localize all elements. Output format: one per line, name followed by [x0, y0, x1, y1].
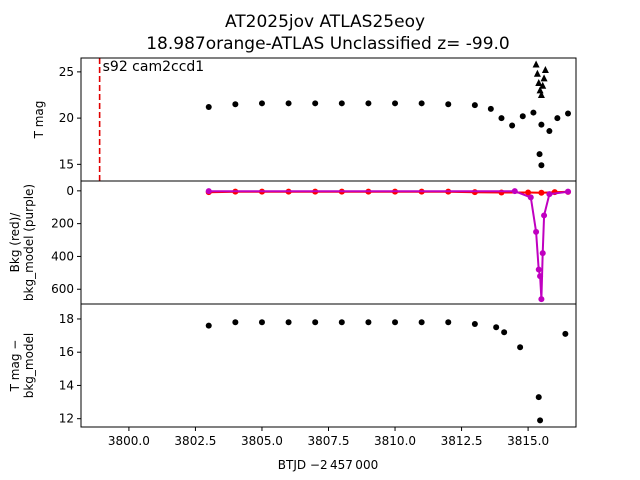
data-point-0-0-4 [312, 100, 319, 107]
data-point-2-0-12 [501, 329, 508, 336]
triangle-marker-0-3 [536, 86, 544, 94]
x-tick-label-1: 3802.5 [174, 434, 216, 448]
series-point-1-1-4 [535, 266, 542, 273]
y-tick-label-1-2: 400 [51, 249, 74, 263]
data-point-0-1-0 [536, 151, 543, 158]
x-tick-label-4: 3810.0 [374, 434, 416, 448]
data-point-0-0-10 [471, 102, 478, 109]
y-axis-label-2-0: T mag − [8, 340, 22, 393]
data-point-0-0-18 [554, 115, 561, 122]
y-axis-label-1-0: Bkg (red)/ [8, 212, 22, 273]
triangle-marker-0-5 [539, 81, 547, 89]
x-tick-label-3: 3807.5 [308, 434, 350, 448]
data-point-2-0-13 [517, 344, 524, 351]
panels-group: s92 cam2ccd1 15 20 25 T mag 0 200 400 600 Bkg (re… [8, 57, 577, 448]
series-point-1-1-1 [511, 188, 518, 195]
chart-title-line2: 18.987orange-ATLAS Unclassified z= -99.0 [146, 34, 510, 54]
data-point-2-0-0 [205, 322, 212, 329]
y-tick-label-2-3: 18 [59, 312, 74, 326]
y-tick-label-2-1: 14 [59, 378, 74, 392]
data-point-0-0-12 [498, 115, 505, 122]
y-tick-label-1-1: 200 [51, 217, 74, 231]
x-axis-label: BTJD −2 457 000 [278, 458, 378, 472]
y-tick-label-2-0: 12 [59, 412, 74, 426]
series-point-1-1-3 [533, 228, 540, 235]
sector-annotation: s92 cam2ccd1 [103, 59, 205, 75]
data-point-0-0-17 [546, 128, 553, 135]
data-point-2-0-15 [537, 417, 544, 424]
data-point-2-0-9 [445, 319, 452, 326]
panel-frame-2 [80, 303, 577, 428]
data-point-0-0-19 [565, 110, 572, 117]
data-point-2-0-3 [285, 319, 292, 326]
data-point-2-0-8 [418, 319, 425, 326]
y-axis-label-0-0: T mag [32, 101, 46, 140]
series-point-1-0-13 [538, 189, 545, 196]
y-tick-label-0-2: 25 [59, 65, 74, 79]
data-point-2-0-5 [338, 319, 345, 326]
triangle-marker-0-2 [535, 78, 543, 86]
data-point-0-0-13 [509, 122, 516, 129]
y-axis-label-1-1: bkg_model (purple) [22, 184, 36, 301]
x-tick-label-2: 3805.0 [241, 434, 283, 448]
data-point-0-0-6 [365, 100, 372, 107]
y-tick-label-0-0: 15 [59, 157, 74, 171]
data-point-2-0-16 [562, 330, 569, 337]
data-point-0-0-14 [519, 113, 526, 120]
data-point-0-0-11 [487, 105, 494, 112]
chart-title-line1: AT2025jov ATLAS25eoy [225, 12, 425, 32]
triangle-marker-0-7 [541, 66, 549, 74]
data-point-0-0-8 [418, 100, 425, 107]
series-point-1-1-0 [205, 188, 212, 195]
series-line-1-1 [208, 190, 569, 300]
data-point-2-0-1 [232, 319, 239, 326]
data-point-2-0-14 [535, 394, 542, 401]
data-point-2-0-11 [493, 324, 500, 331]
x-tick-label-0: 3800.0 [108, 434, 150, 448]
series-point-1-1-9 [546, 191, 553, 198]
y-tick-label-1-0: 0 [66, 184, 74, 198]
y-tick-label-1-3: 600 [51, 282, 74, 296]
series-point-1-1-7 [539, 250, 546, 257]
data-point-0-0-5 [338, 100, 345, 107]
data-point-0-0-16 [538, 121, 545, 128]
x-tick-label-6: 3815.0 [507, 434, 549, 448]
data-point-0-0-2 [258, 100, 265, 107]
y-tick-label-2-2: 16 [59, 345, 74, 359]
data-point-2-0-2 [258, 319, 265, 326]
y-tick-label-0-1: 20 [59, 111, 74, 125]
data-point-2-0-6 [365, 319, 372, 326]
data-point-0-0-15 [530, 109, 537, 116]
x-tick-label-5: 3812.5 [441, 434, 483, 448]
series-point-1-1-10 [565, 188, 572, 195]
series-point-1-1-6 [538, 296, 545, 303]
data-point-0-1-1 [538, 162, 545, 169]
series-point-1-0-12 [525, 189, 532, 196]
data-point-0-0-9 [445, 101, 452, 108]
series-point-1-1-5 [537, 273, 544, 280]
triangle-marker-0-0 [532, 60, 540, 68]
data-point-0-0-3 [285, 100, 292, 107]
panel-frame-1 [80, 180, 577, 305]
y-axis-label-2-1: bkg_model [22, 333, 36, 399]
triangle-marker-0-1 [533, 69, 541, 77]
data-point-2-0-4 [312, 319, 319, 326]
triangle-marker-0-6 [540, 74, 548, 82]
data-point-2-0-7 [392, 319, 399, 326]
data-point-2-0-10 [471, 320, 478, 327]
triangle-marker-0-4 [537, 90, 545, 98]
data-point-0-0-1 [232, 101, 239, 108]
data-point-0-0-0 [205, 104, 212, 111]
series-point-1-1-2 [527, 194, 534, 201]
data-point-0-0-7 [392, 100, 399, 107]
series-point-1-1-8 [541, 212, 548, 219]
